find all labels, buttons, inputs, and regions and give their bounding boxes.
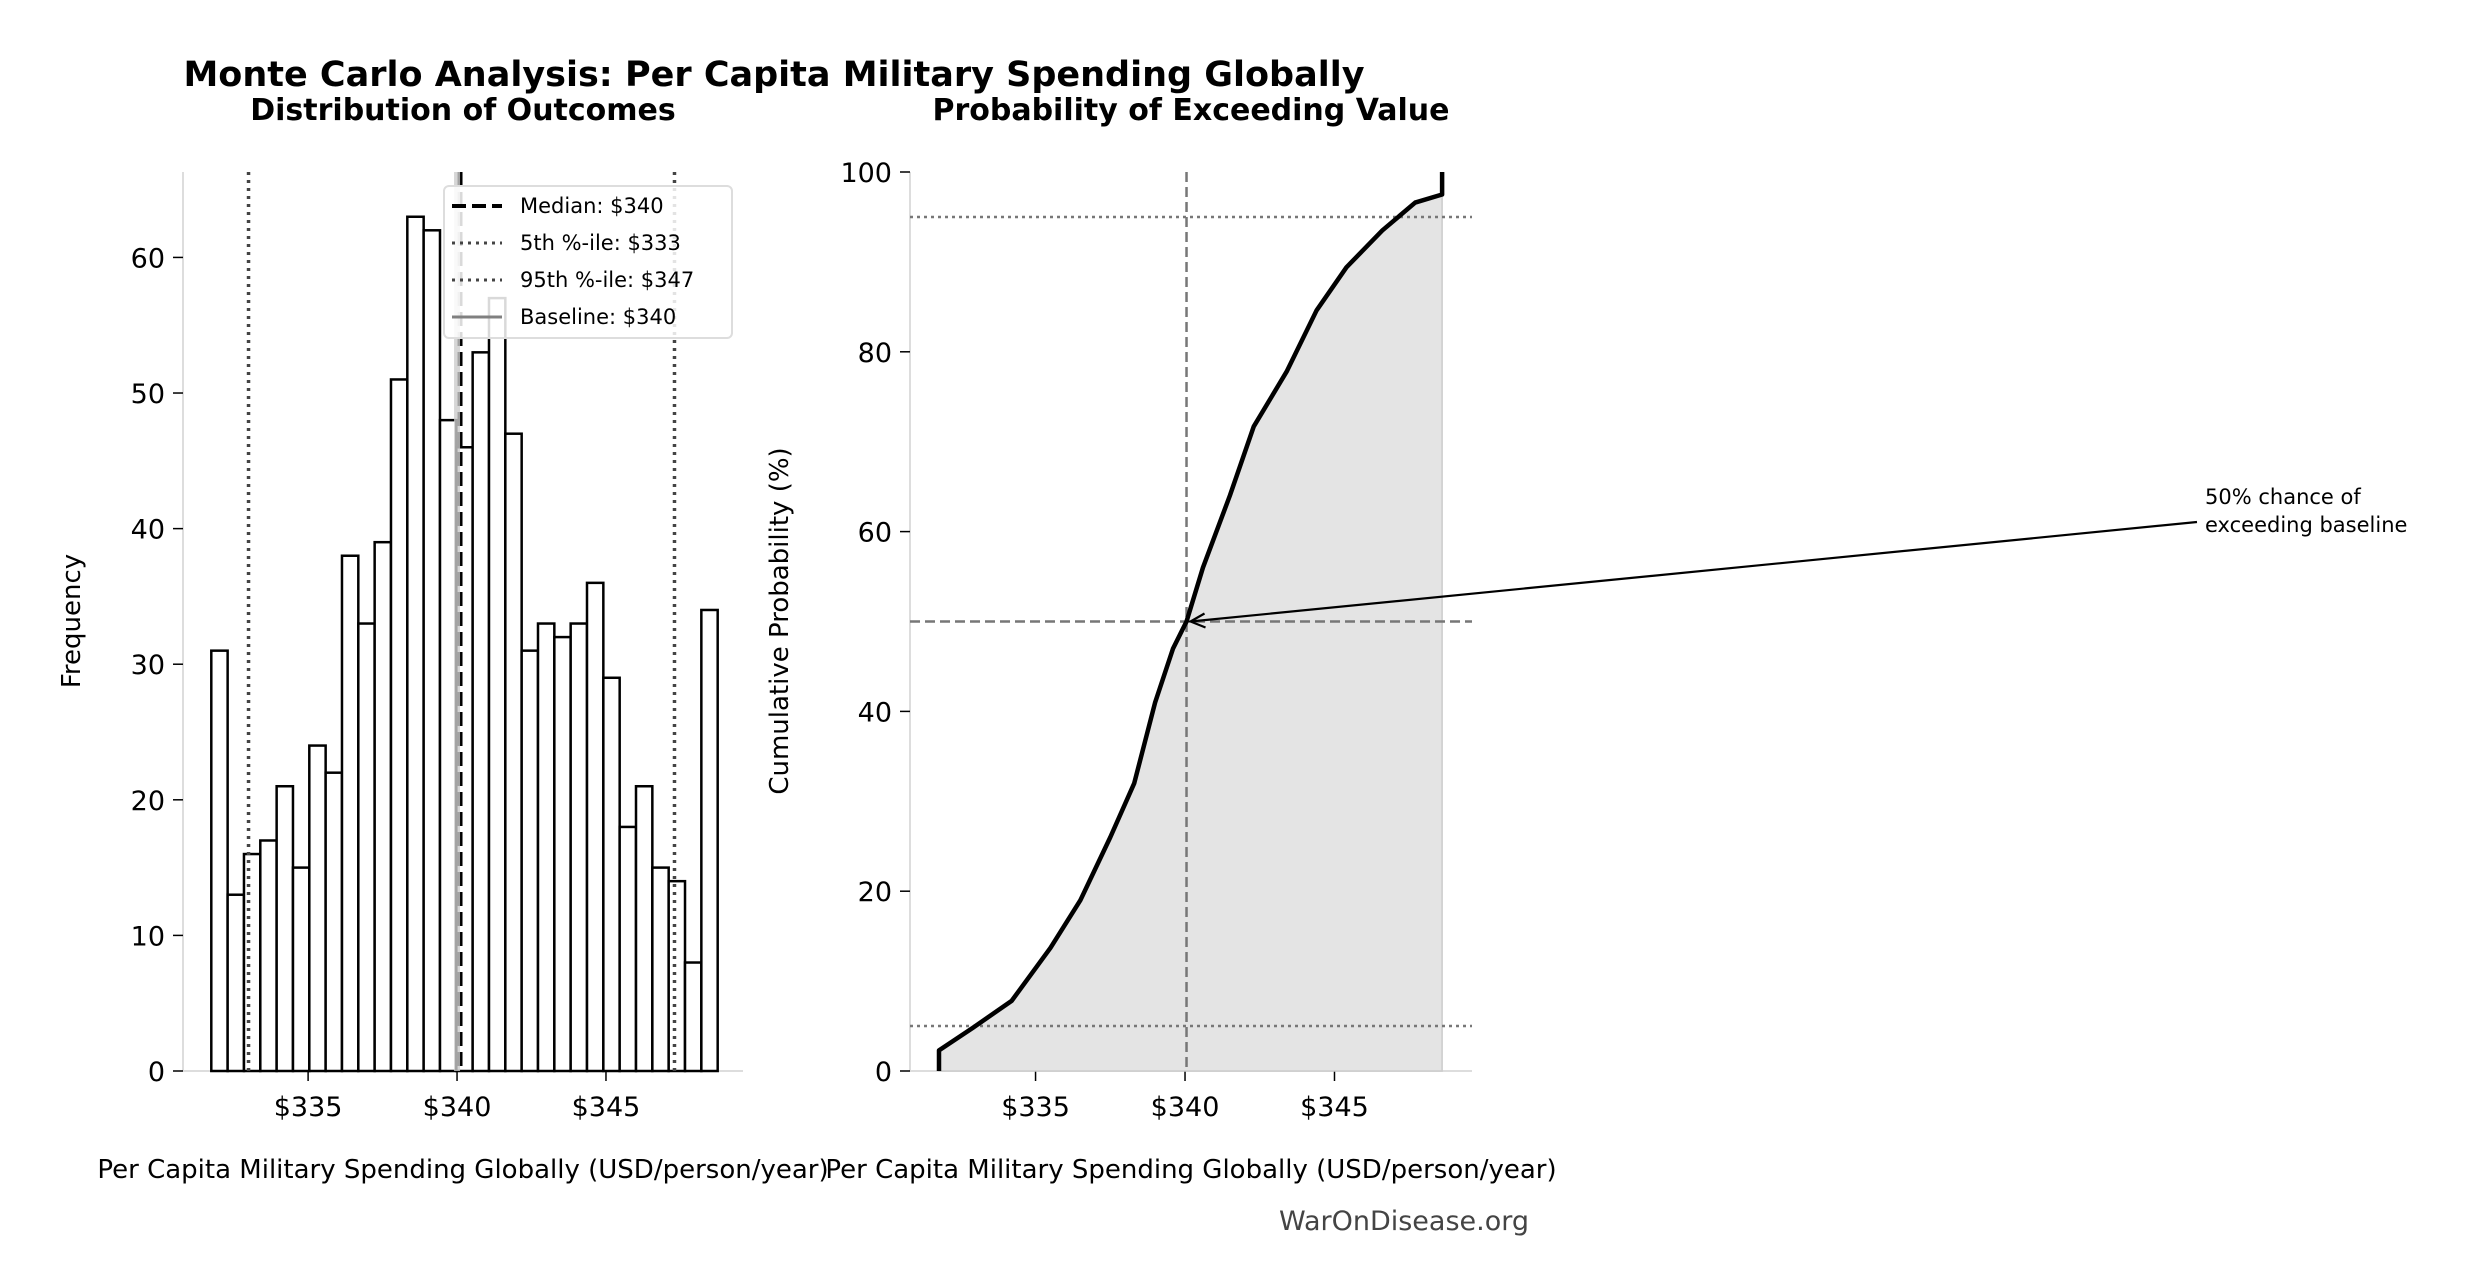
y-tick-label: 80 bbox=[858, 338, 892, 369]
histogram-bar bbox=[683, 961, 703, 1073]
histogram-bar bbox=[667, 879, 687, 1073]
left-subtitle: Distribution of Outcomes bbox=[250, 93, 676, 128]
histogram-bar bbox=[602, 676, 621, 1073]
histogram-bar bbox=[536, 622, 556, 1073]
histogram-bar bbox=[406, 215, 425, 1073]
histogram-bar bbox=[520, 649, 540, 1073]
histogram-bar bbox=[651, 866, 670, 1073]
histogram-bar bbox=[226, 893, 246, 1073]
legend-label: Median: $340 bbox=[520, 194, 664, 218]
y-tick-label: 50 bbox=[131, 379, 165, 410]
right-xlabel: Per Capita Military Spending Globally (U… bbox=[825, 1155, 1556, 1185]
arrowhead-icon bbox=[1187, 612, 1206, 629]
figure-title: Monte Carlo Analysis: Per Capita Militar… bbox=[183, 55, 1364, 95]
histogram-bar bbox=[308, 744, 327, 1073]
histogram-bar bbox=[471, 351, 491, 1073]
histogram-bar bbox=[438, 418, 458, 1073]
x-tick-label: $345 bbox=[1300, 1092, 1369, 1123]
annotation-line2: exceeding baseline bbox=[2205, 513, 2407, 537]
histogram-bar bbox=[242, 852, 262, 1073]
histogram-bar bbox=[324, 771, 344, 1073]
cdf-panel: 0 20 40 60 80 100 $335 $340 $345 bbox=[840, 158, 2198, 1123]
histogram-bar bbox=[275, 784, 295, 1073]
histogram-bar bbox=[210, 649, 229, 1073]
x-tick-label: $335 bbox=[1001, 1092, 1070, 1123]
y-tick-label: 100 bbox=[840, 158, 892, 189]
histogram-bar bbox=[357, 622, 376, 1073]
y-tick-label: 20 bbox=[858, 877, 892, 908]
watermark: WarOnDisease.org bbox=[1279, 1206, 1529, 1237]
histogram-bar bbox=[340, 554, 360, 1073]
right-ylabel: Cumulative Probability (%) bbox=[765, 447, 795, 794]
y-tick-label: 10 bbox=[131, 921, 165, 952]
x-tick-label: $335 bbox=[274, 1092, 343, 1123]
histogram-bar bbox=[422, 229, 442, 1073]
cdf-line bbox=[936, 172, 1445, 1071]
y-tick-label: 0 bbox=[875, 1057, 892, 1088]
legend-label: 5th %-ile: $333 bbox=[520, 231, 681, 255]
legend-box bbox=[443, 185, 733, 339]
histogram-bar bbox=[389, 378, 409, 1073]
y-tick-label: 40 bbox=[131, 515, 165, 546]
y-tick-label: 40 bbox=[858, 697, 892, 728]
histogram-bar bbox=[504, 432, 523, 1073]
histogram-panel: 0 10 20 30 40 50 60 $335 $340 $345 Median: $340 5th… bbox=[131, 172, 743, 1123]
histogram-bar bbox=[373, 540, 393, 1073]
legend-label: 95th %-ile: $347 bbox=[520, 268, 694, 292]
legend-label: Baseline: $340 bbox=[520, 305, 676, 329]
x-tick-label: $340 bbox=[1151, 1092, 1220, 1123]
left-xlabel: Per Capita Military Spending Globally (U… bbox=[97, 1155, 828, 1185]
y-tick-label: 20 bbox=[131, 786, 165, 817]
legend: Median: $340 5th %-ile: $333 95th %-ile: $… bbox=[443, 185, 733, 339]
histogram-bar bbox=[291, 866, 311, 1073]
annotation-line1: 50% chance of bbox=[2205, 485, 2361, 509]
y-tick-label: 30 bbox=[131, 650, 165, 681]
histogram-bar bbox=[634, 784, 654, 1073]
histogram-bar bbox=[569, 622, 589, 1073]
left-ylabel: Frequency bbox=[57, 554, 87, 688]
histogram-bar bbox=[553, 635, 572, 1073]
histogram-bar bbox=[618, 825, 638, 1073]
right-subtitle: Probability of Exceeding Value bbox=[932, 93, 1449, 128]
x-tick-label: $340 bbox=[423, 1092, 492, 1123]
histogram-bar bbox=[487, 296, 507, 1073]
y-tick-label: 0 bbox=[148, 1057, 165, 1088]
histogram-bar bbox=[259, 839, 278, 1073]
y-tick-label: 60 bbox=[131, 243, 165, 274]
histogram-bar bbox=[700, 608, 719, 1073]
x-tick-label: $345 bbox=[572, 1092, 641, 1123]
y-tick-label: 60 bbox=[858, 518, 892, 549]
histogram-bar bbox=[585, 581, 605, 1073]
annotation-arrow bbox=[1190, 520, 2198, 623]
